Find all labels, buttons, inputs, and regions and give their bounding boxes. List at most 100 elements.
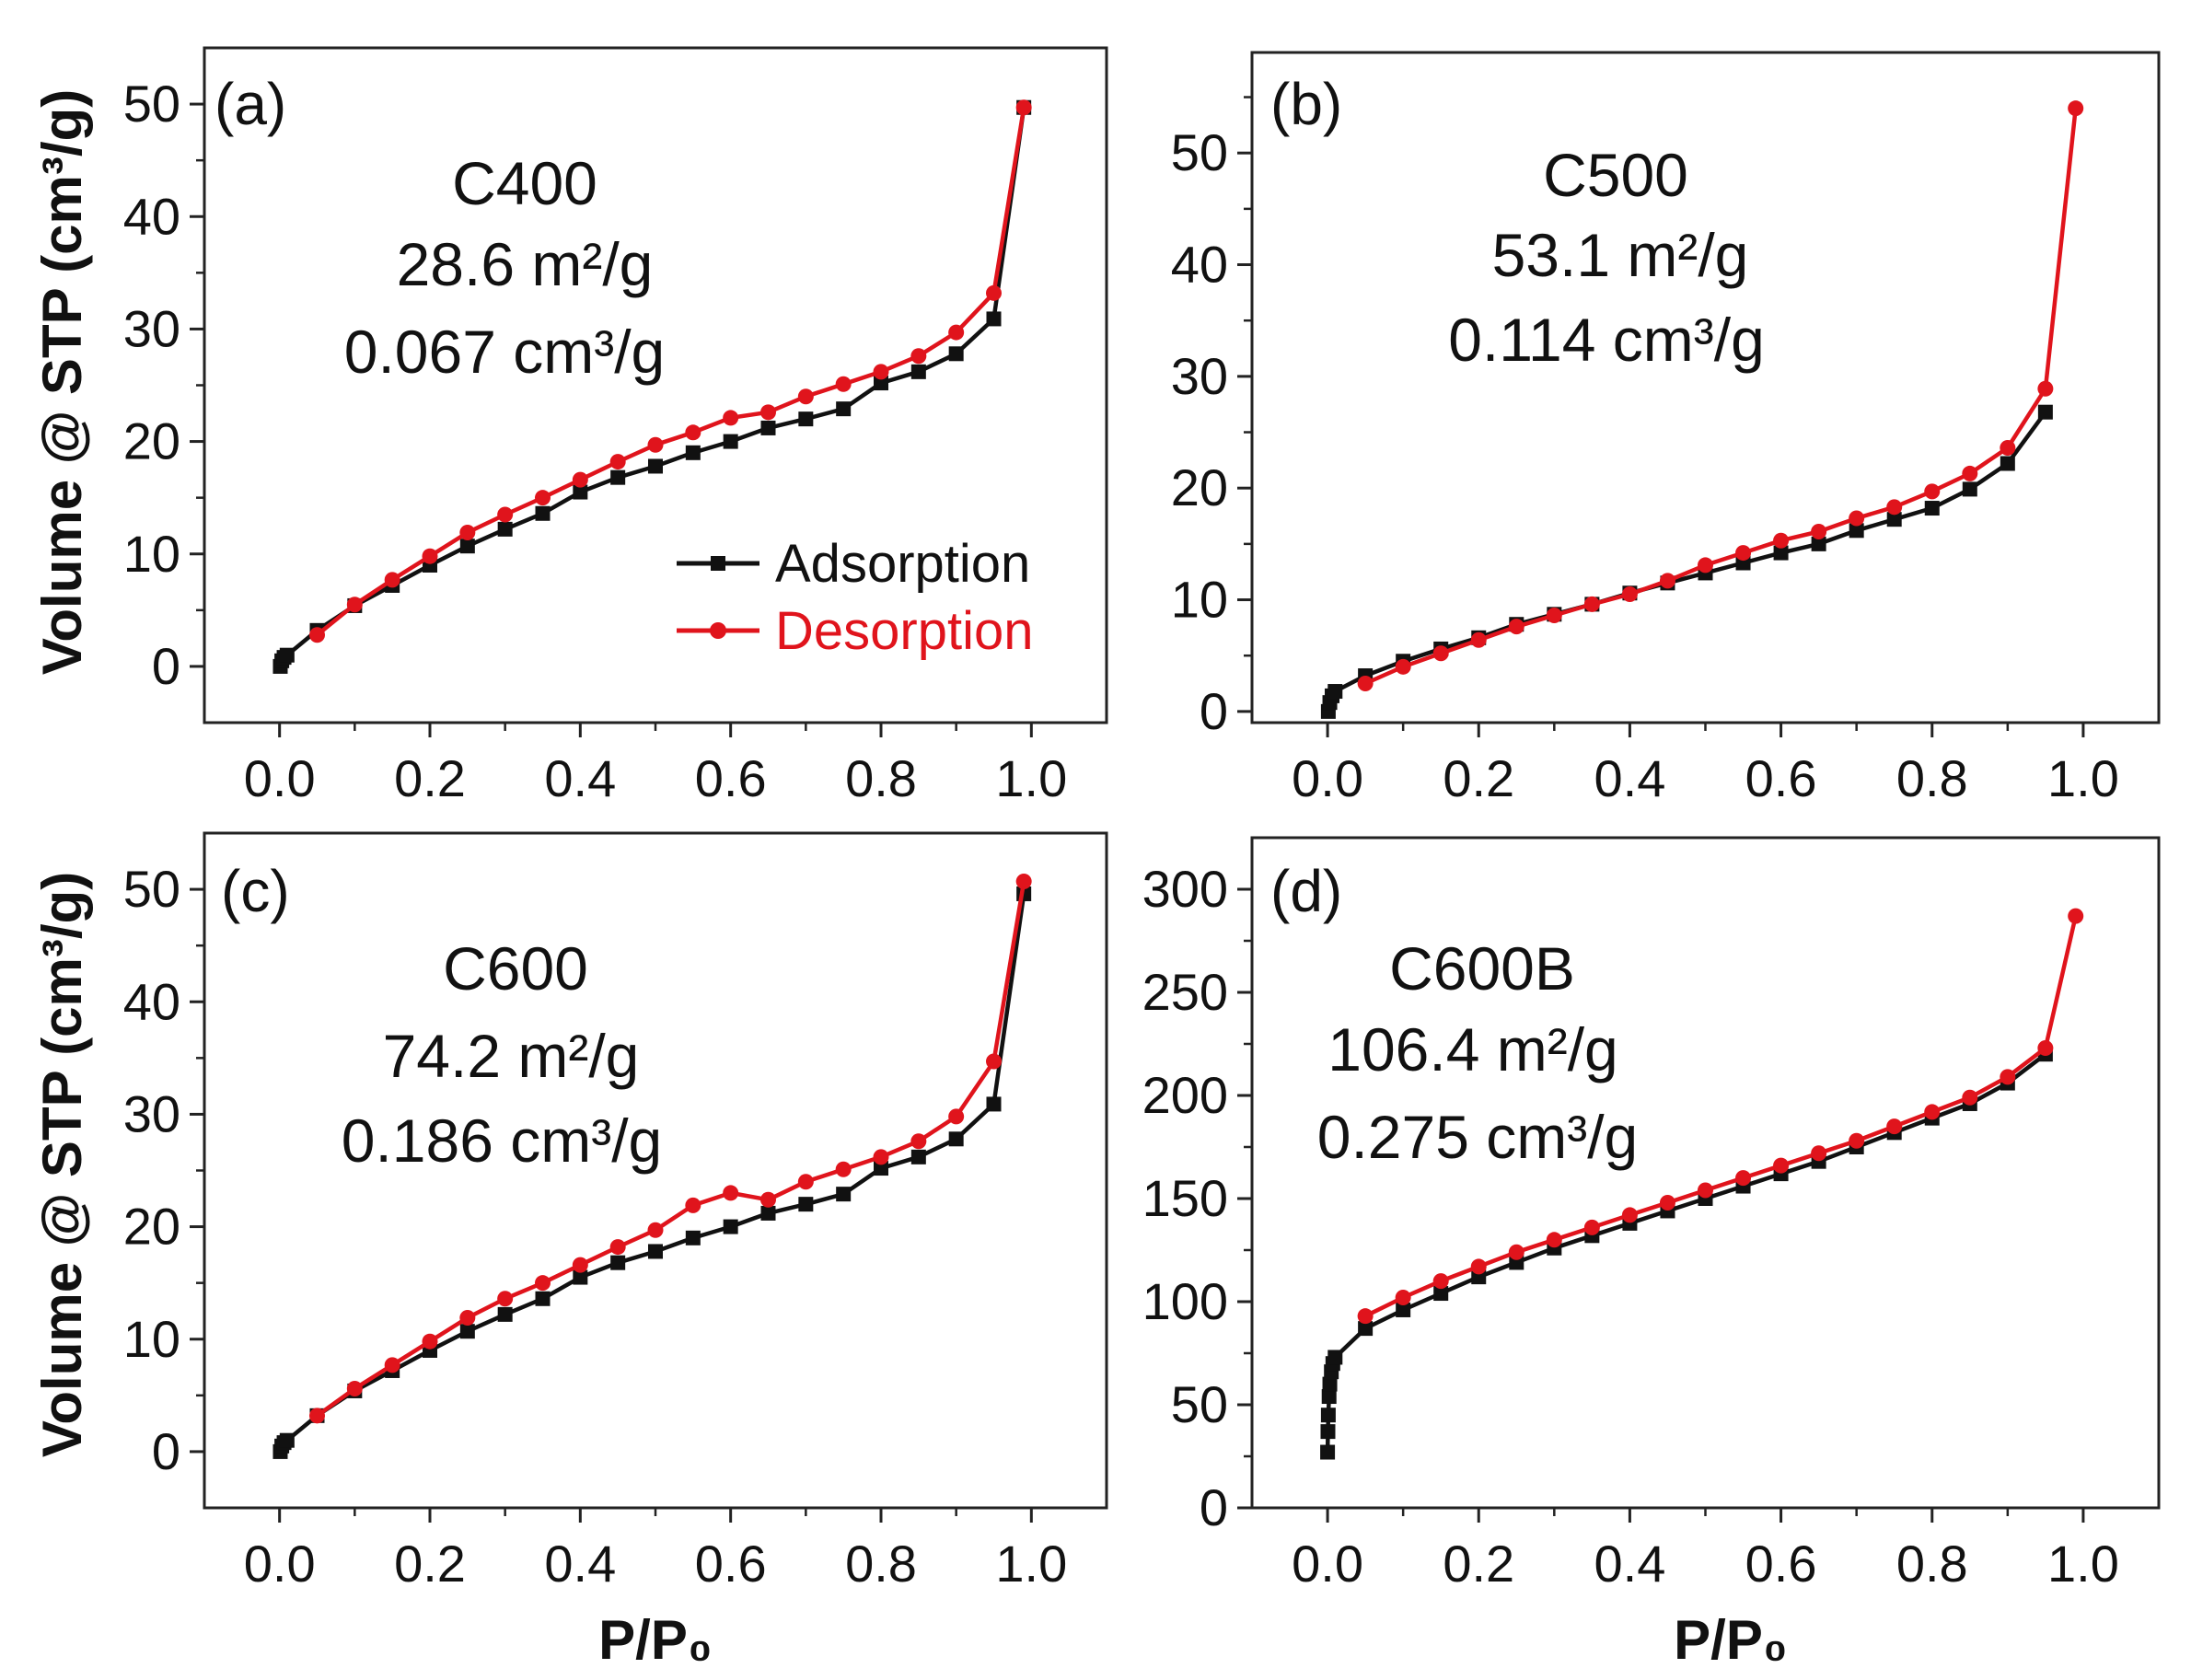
panel-a-desorption-point [986, 284, 1002, 301]
panel-a-desorption-point [497, 506, 514, 523]
panel-d-desorption-point [1546, 1232, 1562, 1248]
panel-d-ticks: 0.0 0.2 0.4 0.6 0.8 1.0 0 50 100 150 200 250 300 [1142, 860, 2119, 1593]
panel-d-pore-volume: 0.275 cm³/g [1317, 1103, 1639, 1171]
panel-d-tag: (d) [1270, 858, 1342, 924]
panel-d-y-tick-label: 250 [1142, 963, 1228, 1021]
panel-d-desorption-point [2037, 1039, 2054, 1056]
y-axis-title-top: Volume @ STP (cm³/g) [31, 89, 93, 675]
panel-b-adsorption-point [2000, 456, 2015, 471]
panel-a-adsorption-point [836, 401, 852, 417]
panel-c-adsorption-point [986, 1096, 1002, 1112]
panel-d-desorption-point [1849, 1132, 1865, 1149]
panel-b-desorption-point [1924, 483, 1941, 500]
panel-c-x-tick-label: 0.4 [544, 1535, 616, 1593]
panel-d-x-tick-label: 0.2 [1443, 1535, 1514, 1593]
panel-c-adsorption-point [760, 1205, 776, 1221]
panel-c-desorption-point [1015, 874, 1032, 890]
panel-a-surface-area: 28.6 m²/g [397, 230, 654, 298]
panel-a-desorption-point [1015, 99, 1032, 116]
panel-d: 0.0 0.2 0.4 0.6 0.8 1.0 0 50 100 150 200 250 300 (d)… [1142, 836, 2161, 1593]
panel-c-tag: (c) [221, 858, 290, 924]
panel-d-adsorption-point [1320, 1444, 1336, 1460]
panel-b-adsorption-point [1924, 501, 1940, 516]
panel-b-desorption-point [1659, 573, 1675, 589]
panel-b-y-tick-label: 30 [1171, 347, 1228, 405]
panel-d-adsorption-point [1321, 1389, 1337, 1405]
panel-d-series [1320, 908, 2084, 1460]
panel-d-desorption-point [1659, 1194, 1675, 1211]
panel-a-adsorption-point [723, 434, 738, 449]
panel-d-desorption-point [1357, 1308, 1374, 1325]
panel-c-desorption-point [835, 1161, 852, 1177]
panel-d-y-tick-label: 200 [1142, 1066, 1228, 1124]
panel-c-series [272, 874, 1032, 1459]
legend: Adsorption Desorption [677, 534, 1033, 661]
panel-a-x-tick-label: 0.8 [845, 749, 917, 807]
panel-b-desorption-point [1508, 619, 1524, 635]
panel-d-desorption-point [1508, 1244, 1524, 1260]
panel-a-adsorption-point [948, 346, 964, 362]
panel-b-desorption-point [2000, 440, 2016, 457]
panel-c-desorption-point [572, 1257, 588, 1273]
panel-d-desorption-point [1962, 1089, 1978, 1106]
panel-c-adsorption-point [459, 1324, 475, 1339]
panel-d-desorption-point [1470, 1258, 1487, 1275]
panel-c-desorption-point [685, 1197, 701, 1213]
panel-d-desorption-point [2000, 1069, 2016, 1085]
panel-b-adsorption-point [1849, 523, 1864, 539]
panel-a-y-tick-label: 50 [123, 75, 180, 133]
panel-c-adsorption-point [535, 1291, 551, 1306]
panel-a-desorption-point [535, 490, 551, 506]
panel-d-desorption-point [1621, 1207, 1638, 1223]
panel-b-sample-name: C500 [1543, 141, 1688, 209]
panel-b-desorption-point [1432, 645, 1449, 662]
panel-d-y-tick-label: 150 [1142, 1169, 1228, 1227]
panel-c-desorption-point [986, 1053, 1002, 1070]
panel-a-y-tick-label: 40 [123, 187, 180, 245]
panel-c-desorption-point [346, 1381, 363, 1397]
panel-a-adsorption-point [910, 364, 926, 379]
panel-c-desorption-point [797, 1174, 814, 1190]
panel-a-x-tick-label: 0.4 [544, 749, 616, 807]
panel-c-desorption-point [384, 1357, 400, 1373]
panel-c-x-tick-label: 0.8 [845, 1535, 917, 1593]
panel-c-desorption-point [535, 1275, 551, 1292]
panel-b-desorption-point [1621, 585, 1638, 602]
panel-d-y-tick-label: 50 [1171, 1375, 1228, 1433]
panel-d-x-tick-label: 0.8 [1896, 1535, 1968, 1593]
panel-b-adsorption-point [2037, 404, 2053, 420]
panel-a-x-tick-label: 0.6 [695, 749, 767, 807]
panel-a-desorption-point [459, 525, 476, 541]
panel-c-desorption-point [948, 1108, 965, 1125]
panel-a-adsorption-point [279, 647, 295, 663]
panel-a-y-tick-label: 30 [123, 299, 180, 357]
panel-b-pore-volume: 0.114 cm³/g [1448, 306, 1765, 374]
panel-b-adsorption-point [1327, 684, 1343, 700]
panel-c-desorption-point [309, 1408, 325, 1424]
panel-d-x-tick-label: 0.4 [1594, 1535, 1665, 1593]
panel-a-adsorption-point [535, 505, 551, 521]
panel-b-x-tick-label: 0.8 [1896, 749, 1968, 807]
panel-d-y-tick-label: 0 [1200, 1478, 1228, 1536]
panel-c-adsorption-point [798, 1197, 814, 1212]
panel-b-desorption-point [1395, 658, 1411, 675]
panel-c-y-tick-label: 0 [152, 1422, 180, 1480]
panel-a: 0.0 0.2 0.4 0.6 0.8 1.0 0 10 20 30 40 50 (a) C400 2… [123, 46, 1108, 807]
legend-desorption-marker [710, 622, 726, 639]
panel-d-x-tick-label: 1.0 [2047, 1535, 2119, 1593]
panel-d-y-tick-label: 300 [1142, 860, 1228, 918]
panel-b-desorption-point [2037, 380, 2054, 397]
panel-b-desorption-line [1364, 108, 2078, 686]
panel-a-desorption-point [422, 548, 438, 564]
panel-c-adsorption-point [874, 1161, 888, 1176]
panel-c-y-tick-label: 50 [123, 860, 180, 918]
panel-b-x-tick-label: 0.6 [1745, 749, 1817, 807]
x-axis-title-right: P/P₀ [1674, 1609, 1788, 1671]
panel-d-desorption-point [1432, 1273, 1449, 1290]
panel-b-x-tick-label: 0.4 [1594, 749, 1665, 807]
panel-a-x-tick-label: 0.2 [394, 749, 466, 807]
panel-b-x-tick-label: 0.0 [1292, 749, 1363, 807]
panel-c-sample-name: C600 [443, 934, 588, 1002]
panel-b: 0.0 0.2 0.4 0.6 0.8 1.0 0 10 20 30 40 50 (b) C500 5… [1171, 51, 2161, 807]
panel-b-y-tick-label: 50 [1171, 123, 1228, 181]
